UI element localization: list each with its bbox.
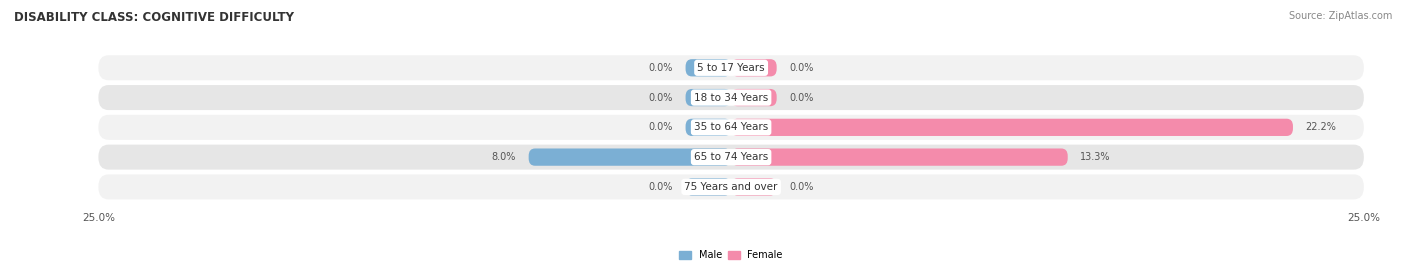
FancyBboxPatch shape xyxy=(529,148,731,166)
Text: 8.0%: 8.0% xyxy=(492,152,516,162)
Text: 0.0%: 0.0% xyxy=(789,63,814,73)
Text: 18 to 34 Years: 18 to 34 Years xyxy=(695,93,768,102)
FancyBboxPatch shape xyxy=(731,119,1294,136)
Text: 5 to 17 Years: 5 to 17 Years xyxy=(697,63,765,73)
FancyBboxPatch shape xyxy=(98,145,1364,170)
FancyBboxPatch shape xyxy=(686,119,731,136)
Text: 0.0%: 0.0% xyxy=(789,93,814,102)
FancyBboxPatch shape xyxy=(686,89,731,106)
Text: 75 Years and over: 75 Years and over xyxy=(685,182,778,192)
Text: 0.0%: 0.0% xyxy=(648,122,673,132)
FancyBboxPatch shape xyxy=(98,85,1364,110)
FancyBboxPatch shape xyxy=(98,55,1364,80)
Text: 0.0%: 0.0% xyxy=(648,182,673,192)
Text: 0.0%: 0.0% xyxy=(648,93,673,102)
Text: DISABILITY CLASS: COGNITIVE DIFFICULTY: DISABILITY CLASS: COGNITIVE DIFFICULTY xyxy=(14,11,294,24)
Text: 0.0%: 0.0% xyxy=(648,63,673,73)
Text: 13.3%: 13.3% xyxy=(1080,152,1111,162)
Text: 22.2%: 22.2% xyxy=(1306,122,1337,132)
Text: 65 to 74 Years: 65 to 74 Years xyxy=(695,152,768,162)
FancyBboxPatch shape xyxy=(686,59,731,76)
Text: 0.0%: 0.0% xyxy=(789,182,814,192)
Text: Source: ZipAtlas.com: Source: ZipAtlas.com xyxy=(1288,11,1392,21)
FancyBboxPatch shape xyxy=(731,178,776,196)
FancyBboxPatch shape xyxy=(731,148,1067,166)
FancyBboxPatch shape xyxy=(686,178,731,196)
FancyBboxPatch shape xyxy=(98,174,1364,199)
Text: 35 to 64 Years: 35 to 64 Years xyxy=(695,122,768,132)
FancyBboxPatch shape xyxy=(731,89,776,106)
FancyBboxPatch shape xyxy=(98,115,1364,140)
Legend: Male, Female: Male, Female xyxy=(675,246,787,264)
FancyBboxPatch shape xyxy=(731,59,776,76)
